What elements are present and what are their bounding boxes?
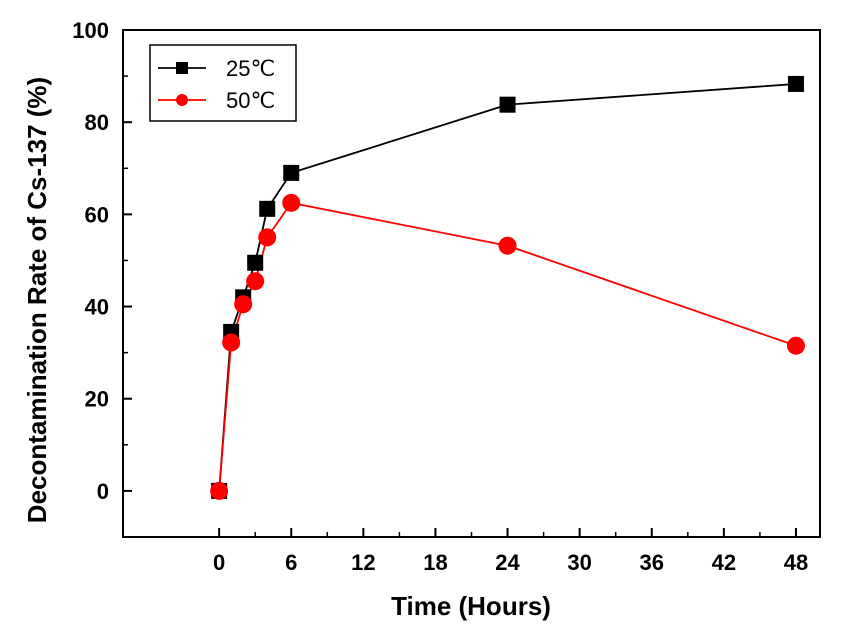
x-tick-label: 48 xyxy=(784,550,808,575)
data-point xyxy=(498,236,517,255)
y-axis-label: Decontamination Rate of Cs-137 (%) xyxy=(22,77,52,523)
data-point xyxy=(258,228,277,247)
data-point xyxy=(283,164,300,181)
data-point xyxy=(234,295,253,314)
data-point xyxy=(247,254,264,271)
data-point xyxy=(786,336,805,355)
y-tick-label: 0 xyxy=(97,479,109,504)
legend-label-1: 25℃ xyxy=(226,56,275,81)
x-tick-label: 42 xyxy=(712,550,736,575)
y-tick-label: 80 xyxy=(85,110,109,135)
legend-label-2: 50℃ xyxy=(226,88,275,113)
data-point xyxy=(787,75,804,92)
legend-box xyxy=(149,44,297,122)
x-tick-label: 24 xyxy=(495,550,520,575)
x-tick-label: 30 xyxy=(567,550,591,575)
legend-marker-1 xyxy=(176,62,188,74)
data-point xyxy=(259,200,276,217)
y-tick-label: 60 xyxy=(85,202,109,227)
x-tick-label: 6 xyxy=(285,550,297,575)
x-axis-label: Time (Hours) xyxy=(391,591,551,621)
x-tick-label: 0 xyxy=(213,550,225,575)
data-point xyxy=(282,193,301,212)
legend: 25℃50℃ xyxy=(149,44,297,122)
data-point xyxy=(246,272,265,291)
series-line-1 xyxy=(218,83,797,491)
y-tick-label: 100 xyxy=(72,18,109,43)
x-tick-label: 12 xyxy=(351,550,375,575)
y-tick-label: 40 xyxy=(85,295,109,320)
legend-marker-2 xyxy=(176,94,188,106)
data-point xyxy=(222,333,241,352)
data-point xyxy=(210,481,229,500)
x-tick-label: 36 xyxy=(640,550,664,575)
x-tick-label: 18 xyxy=(423,550,447,575)
data-point xyxy=(499,96,516,113)
y-tick-label: 20 xyxy=(85,387,109,412)
